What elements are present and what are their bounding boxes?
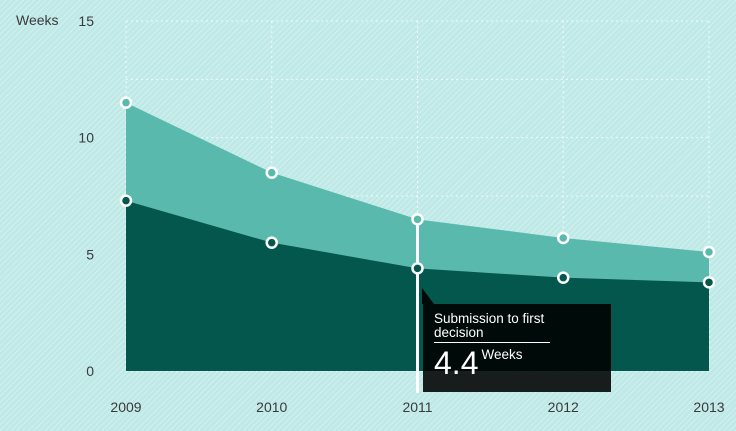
data-point-series-1 bbox=[411, 213, 424, 226]
y-tick-label: 10 bbox=[78, 130, 94, 146]
chart-points bbox=[119, 96, 716, 289]
x-tick-label: 2009 bbox=[110, 399, 141, 415]
data-point-series-2 bbox=[119, 194, 133, 207]
data-point-series-2 bbox=[411, 262, 424, 275]
x-axis-ticks: 2009 2010 2011 2012 2013 bbox=[110, 399, 724, 415]
data-point-series-2 bbox=[702, 276, 716, 289]
y-tick-label: 5 bbox=[86, 246, 94, 262]
data-point-series-2 bbox=[265, 236, 278, 249]
tooltip-value: 4.4 bbox=[434, 345, 479, 381]
data-point-series-1 bbox=[702, 245, 716, 259]
tooltip-label: Submission to first decision bbox=[434, 311, 545, 340]
tooltip: Submission to first decision 4.4 Weeks bbox=[422, 288, 611, 392]
data-point-series-1 bbox=[265, 166, 278, 179]
tooltip-value-row: 4.4 Weeks bbox=[434, 347, 600, 379]
y-tick-label: 15 bbox=[78, 13, 94, 29]
y-axis-label: Weeks bbox=[16, 12, 59, 28]
data-point-series-1 bbox=[557, 231, 570, 245]
y-axis-ticks: 0 5 10 15 bbox=[78, 13, 94, 379]
x-tick-label: 2011 bbox=[402, 399, 432, 415]
x-tick-label: 2010 bbox=[256, 399, 287, 415]
tooltip-unit: Weeks bbox=[481, 347, 523, 362]
x-tick-label: 2013 bbox=[693, 399, 724, 415]
tooltip-divider bbox=[434, 342, 550, 343]
x-tick-label: 2012 bbox=[548, 399, 579, 415]
data-point-series-1 bbox=[119, 96, 133, 109]
tooltip-pointer bbox=[422, 288, 434, 304]
data-point-series-2 bbox=[557, 271, 570, 284]
y-tick-label: 0 bbox=[86, 363, 94, 379]
